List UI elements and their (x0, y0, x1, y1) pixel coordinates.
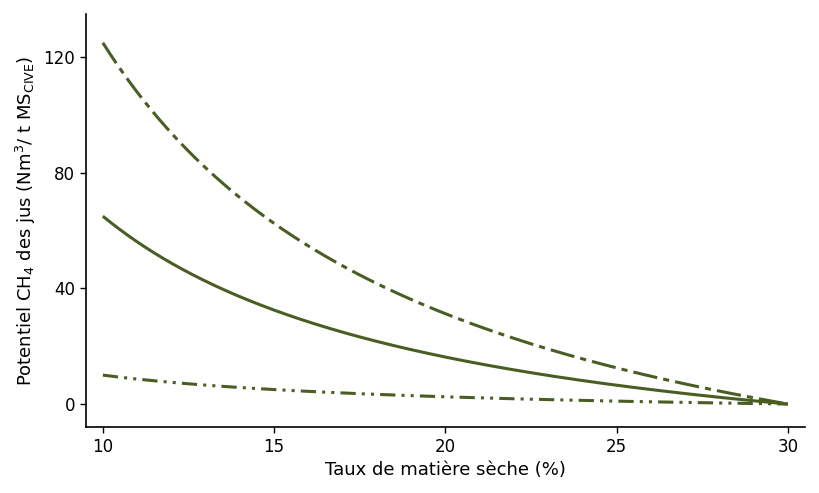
X-axis label: Taux de matière sèche (%): Taux de matière sèche (%) (325, 461, 566, 479)
Y-axis label: Potentiel CH$_4$ des jus (Nm$^3$/ t MS$_\mathregular{CIVE}$): Potentiel CH$_4$ des jus (Nm$^3$/ t MS$_… (14, 55, 38, 386)
